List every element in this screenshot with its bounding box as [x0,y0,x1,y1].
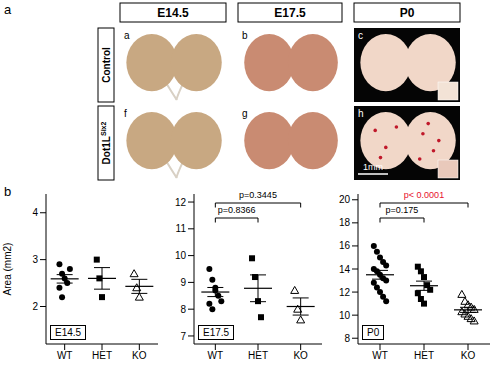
svg-text:f: f [124,108,127,119]
html-text:E14.5: E14.5 [55,327,82,338]
svg-text:4: 4 [32,207,38,218]
svg-text:p< 0.0001: p< 0.0001 [404,190,444,200]
svg-text:Dot1LSix2: Dot1LSix2 [100,122,112,165]
svg-text:p=0.175: p=0.175 [386,205,419,215]
svg-text:h: h [358,108,364,119]
svg-text:c: c [358,30,363,41]
svg-text:10: 10 [175,250,187,261]
svg-text:2: 2 [32,301,38,312]
svg-text:9: 9 [180,277,186,288]
svg-text:p=0.3445: p=0.3445 [239,190,277,200]
svg-text:KO: KO [461,350,476,361]
svg-text:g: g [242,108,248,119]
svg-text:12: 12 [175,197,187,208]
svg-text:Area (mm2): Area (mm2) [8,243,13,296]
svg-text:WT: WT [372,350,388,361]
svg-text:7: 7 [180,331,186,342]
html-text:E17.5: E17.5 [203,327,230,338]
svg-text:8: 8 [180,304,186,315]
svg-text:1mm: 1mm [363,162,383,172]
svg-text:11: 11 [176,223,187,234]
svg-text:a: a [8,2,12,17]
svg-text:12: 12 [339,287,351,298]
svg-text:E17.5: E17.5 [274,6,306,20]
html-text:P0: P0 [367,327,380,338]
svg-text:b: b [242,30,248,41]
svg-text:HET: HET [92,350,112,361]
svg-text:14: 14 [339,264,351,275]
svg-text:18: 18 [339,217,351,228]
svg-text:P0: P0 [400,6,415,20]
html-text:b: b [4,184,12,199]
svg-text:3: 3 [32,254,38,265]
svg-text:E14.5: E14.5 [157,6,189,20]
svg-text:Control: Control [101,47,112,83]
svg-text:16: 16 [339,240,351,251]
svg-text:HET: HET [414,350,434,361]
svg-text:HET: HET [248,350,268,361]
svg-text:p=0.8366: p=0.8366 [218,205,256,215]
svg-text:KO: KO [293,350,308,361]
svg-text:10: 10 [339,310,351,321]
svg-text:a: a [124,30,130,41]
svg-text:WT: WT [57,350,73,361]
svg-text:WT: WT [208,350,224,361]
svg-text:20: 20 [339,194,351,205]
svg-text:KO: KO [132,350,147,361]
svg-text:8: 8 [344,333,350,344]
